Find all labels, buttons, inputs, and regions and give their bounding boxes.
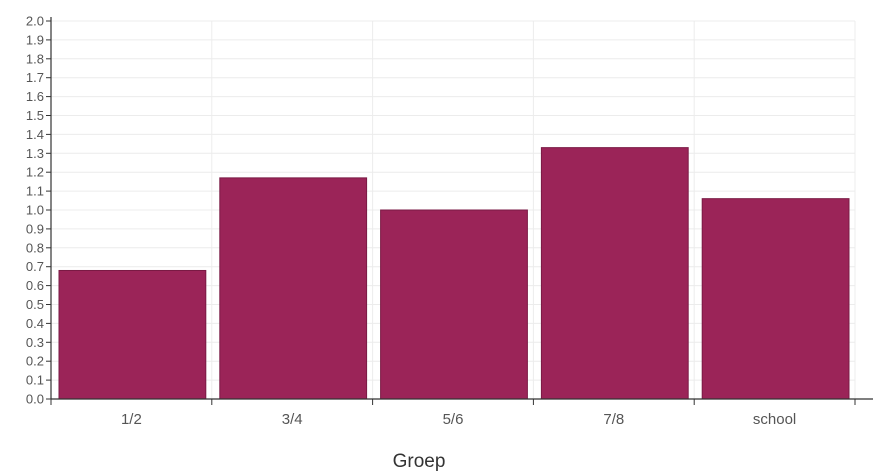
x-tick-label: 5/6 (443, 411, 464, 428)
y-tick-label: 2.0 (26, 14, 44, 29)
x-tick-label: 3/4 (282, 411, 303, 428)
y-tick-label: 0.2 (26, 354, 44, 369)
bar-5-6 (380, 209, 528, 400)
y-axis-ticks: 0.0 0.1 0.2 0.3 0.4 0.5 0.6 0.7 0.8 0.9 1.0 1.1 1.2 1… (26, 14, 51, 407)
bar-1-2 (58, 269, 207, 400)
x-tick-label: school (753, 411, 796, 428)
x-tick-label: 7/8 (603, 411, 624, 428)
y-tick-label: 1.3 (26, 146, 44, 161)
y-tick-label: 0.4 (26, 316, 44, 331)
bar-school (701, 198, 850, 400)
y-tick-label: 1.9 (26, 32, 44, 47)
y-tick-label: 0.1 (26, 373, 44, 388)
y-tick-label: 1.2 (26, 165, 44, 180)
y-tick-label: 0.5 (26, 297, 44, 312)
x-axis-ticks: 1/2 3/4 5/6 7/8 school (50, 399, 856, 428)
y-tick-label: 1.7 (26, 70, 44, 85)
x-axis-title: Groep (393, 451, 446, 472)
x-tick-label: 1/2 (121, 411, 142, 428)
y-tick-label: 0.6 (26, 278, 44, 293)
y-tick-label: 0.7 (26, 259, 44, 274)
y-tick-label: 0.3 (26, 335, 44, 350)
bars (58, 147, 850, 400)
bar-7-8 (540, 147, 689, 400)
y-tick-label: 1.6 (26, 89, 44, 104)
bar-3-4 (219, 177, 368, 400)
y-tick-label: 1.0 (26, 203, 44, 218)
y-tick-label: 1.4 (26, 127, 44, 142)
y-tick-label: 0.0 (26, 392, 44, 407)
y-tick-label: 0.9 (26, 221, 44, 236)
y-tick-label: 1.8 (26, 51, 44, 66)
axes (50, 17, 873, 400)
y-tick-label: 1.1 (26, 184, 44, 199)
y-tick-label: 0.8 (26, 240, 44, 255)
y-tick-label: 1.5 (26, 108, 44, 123)
